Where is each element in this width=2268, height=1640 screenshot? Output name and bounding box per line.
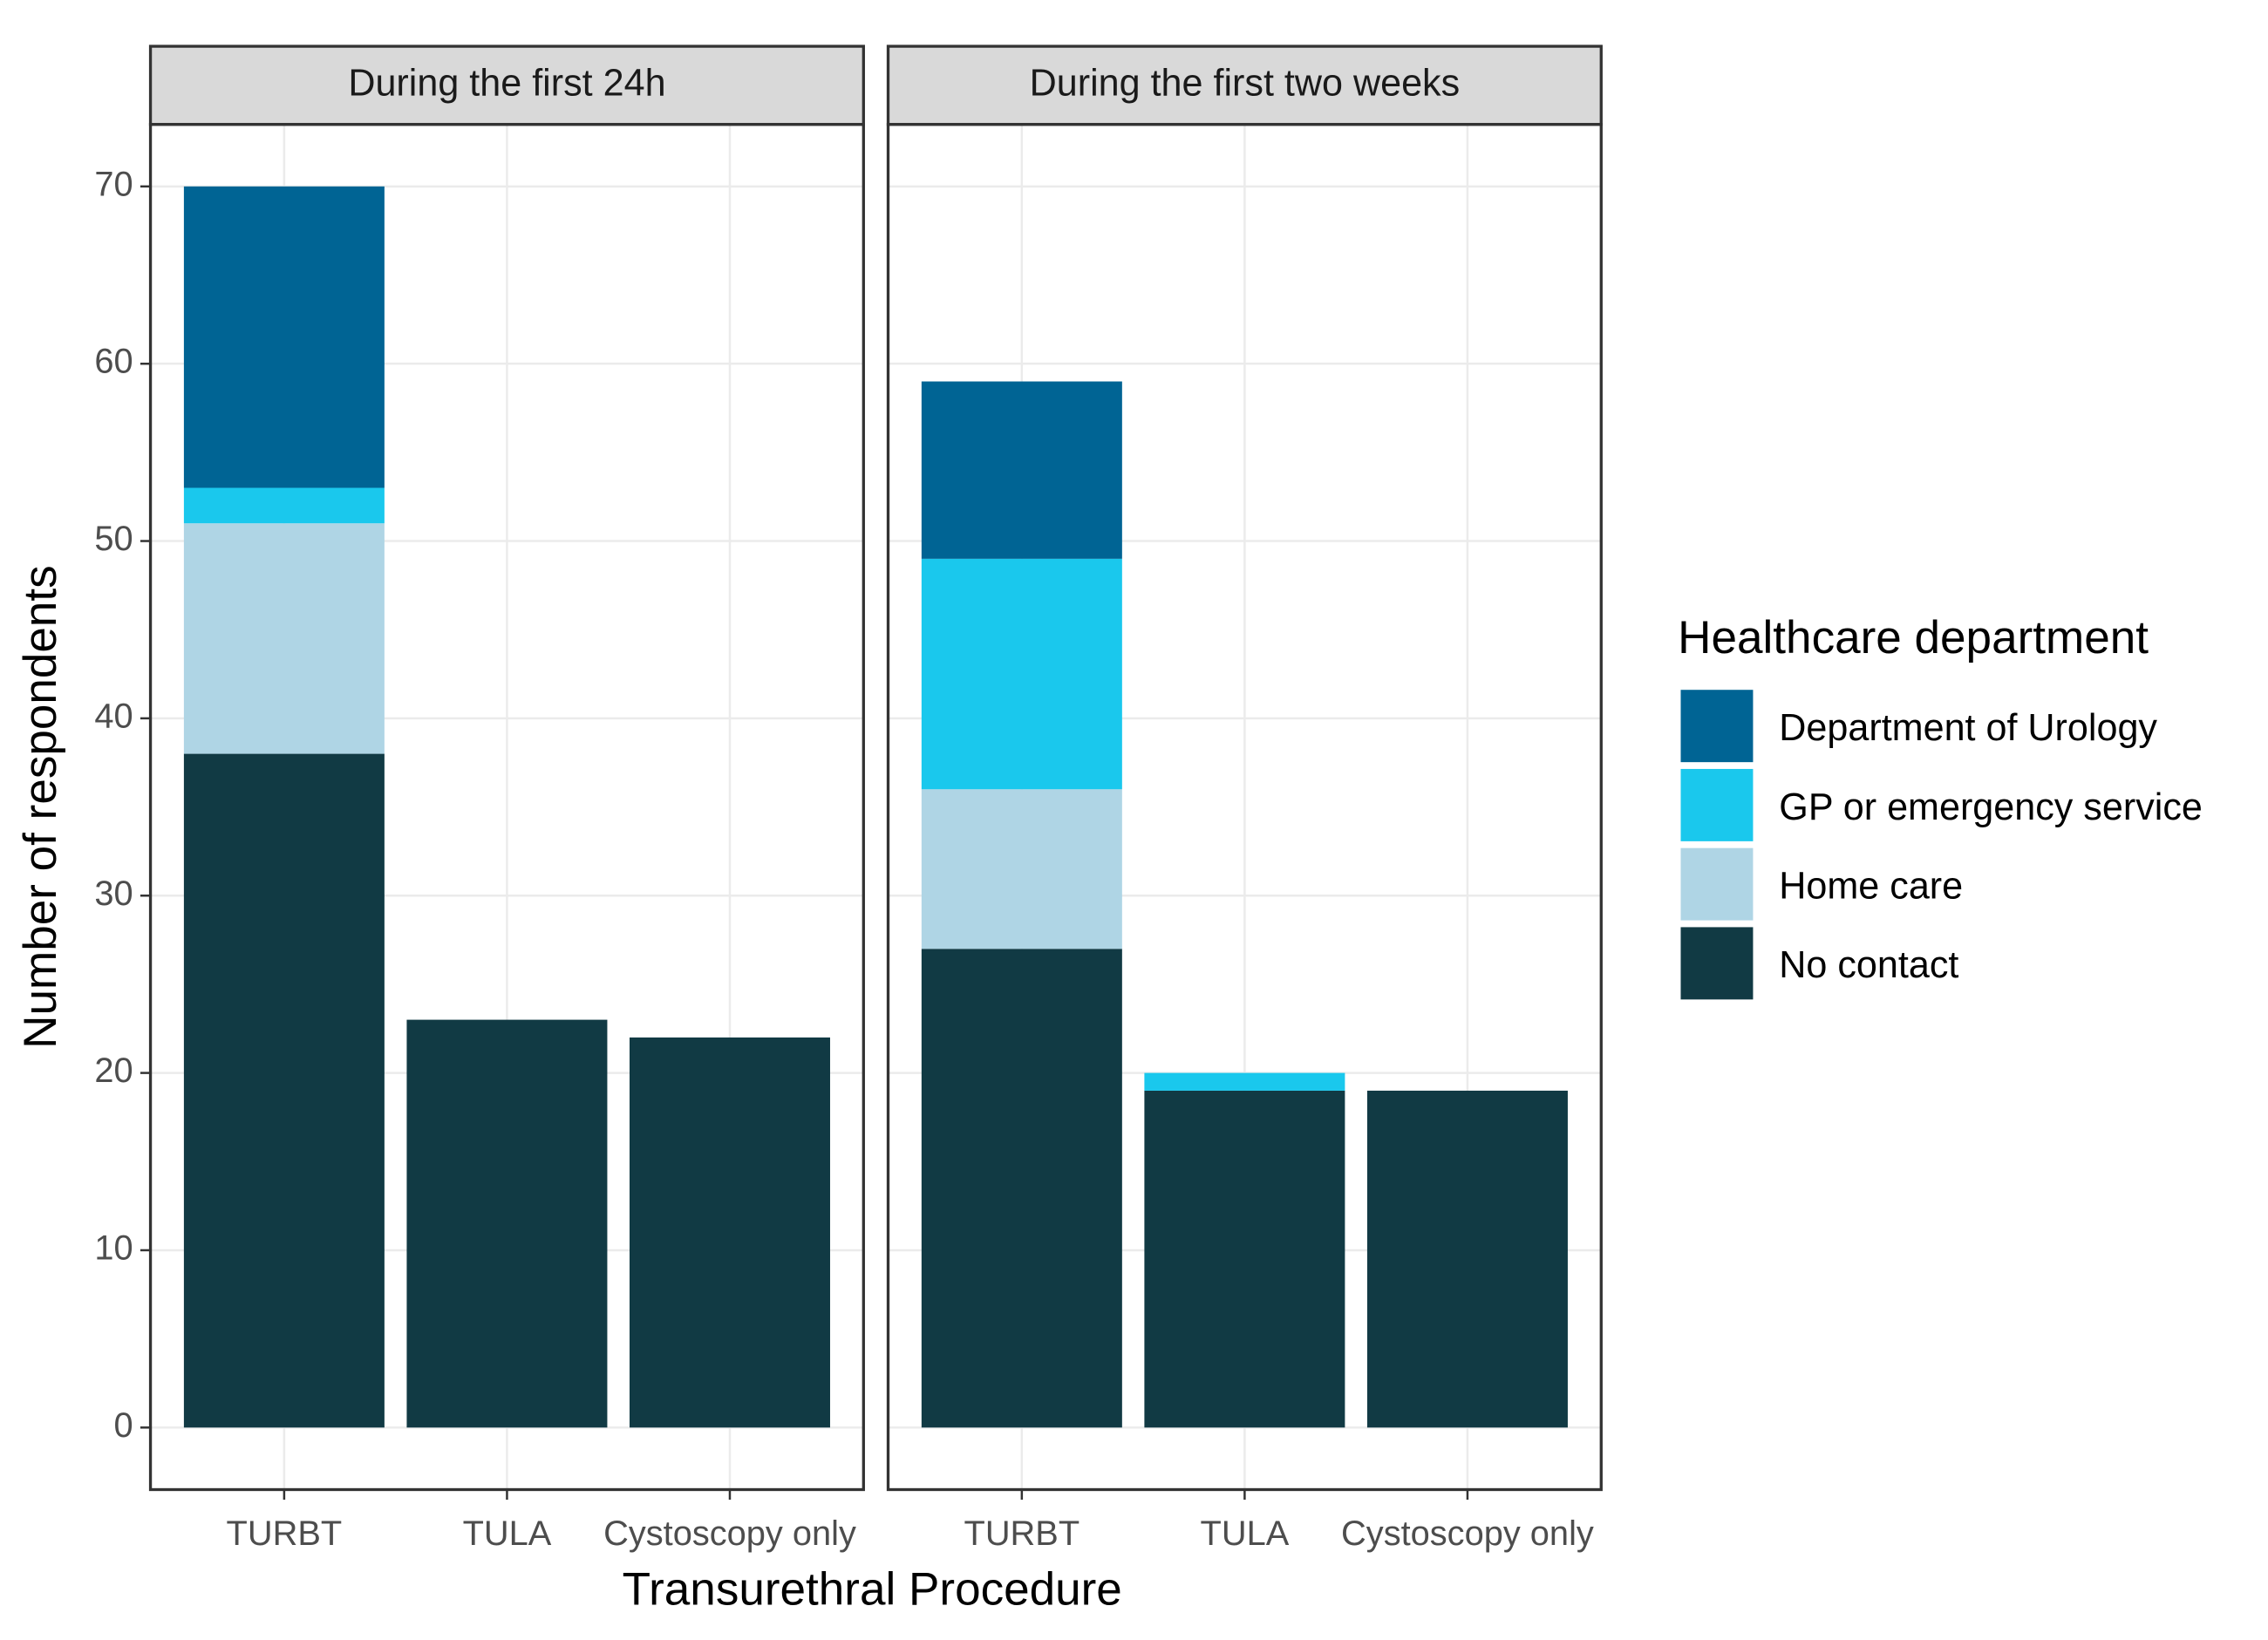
x-axis-title: Transurethral Procedure bbox=[623, 1563, 1122, 1615]
x-tick-label: TURBT bbox=[227, 1514, 343, 1553]
legend-label: GP or emergency service bbox=[1779, 786, 2203, 828]
facet-strip bbox=[886, 44, 1603, 126]
bar-segment bbox=[1366, 1090, 1568, 1428]
y-tick-label: 10 bbox=[94, 1228, 133, 1267]
x-tick-label: TULA bbox=[1201, 1514, 1290, 1553]
legend-label: Home care bbox=[1779, 866, 1963, 908]
y-tick-label: 70 bbox=[94, 165, 133, 203]
bar-segment bbox=[921, 789, 1122, 949]
y-axis-title: Number of respondents bbox=[15, 565, 66, 1049]
y-tick-label: 30 bbox=[94, 874, 133, 913]
x-tick-label: TULA bbox=[463, 1514, 552, 1553]
y-tick-label: 40 bbox=[94, 697, 133, 735]
y-tick-label: 20 bbox=[94, 1051, 133, 1090]
bar-segment bbox=[921, 381, 1122, 559]
bar-segment bbox=[921, 558, 1122, 790]
legend-key bbox=[1680, 690, 1754, 763]
bar-segment bbox=[629, 1037, 830, 1428]
bar-segment bbox=[183, 487, 385, 524]
legend-label: No contact bbox=[1779, 944, 1958, 986]
x-tick-label: TURBT bbox=[964, 1514, 1080, 1553]
bar-segment bbox=[1144, 1072, 1345, 1091]
facet-title: During the first 24h bbox=[348, 62, 665, 104]
y-tick-label: 50 bbox=[94, 520, 133, 558]
legend-key bbox=[1680, 768, 1754, 841]
bar-segment bbox=[406, 1019, 608, 1428]
y-tick-label: 0 bbox=[114, 1406, 133, 1445]
y-tick-label: 60 bbox=[94, 343, 133, 381]
facet-title: During the first two weeks bbox=[1030, 62, 1461, 104]
bar-segment bbox=[921, 949, 1122, 1428]
legend-label: Department of Urology bbox=[1779, 707, 2157, 749]
legend-key bbox=[1680, 927, 1754, 1000]
x-tick-label: Cystoscopy only bbox=[1341, 1514, 1594, 1553]
facet-strip bbox=[148, 44, 865, 126]
bar-segment bbox=[1144, 1090, 1345, 1428]
bar-segment bbox=[183, 753, 385, 1428]
x-tick-label: Cystoscopy only bbox=[603, 1514, 856, 1553]
bar-segment bbox=[183, 186, 385, 488]
legend-title: Healthcare department bbox=[1678, 612, 2149, 663]
legend-key bbox=[1680, 847, 1754, 921]
bar-segment bbox=[183, 523, 385, 754]
